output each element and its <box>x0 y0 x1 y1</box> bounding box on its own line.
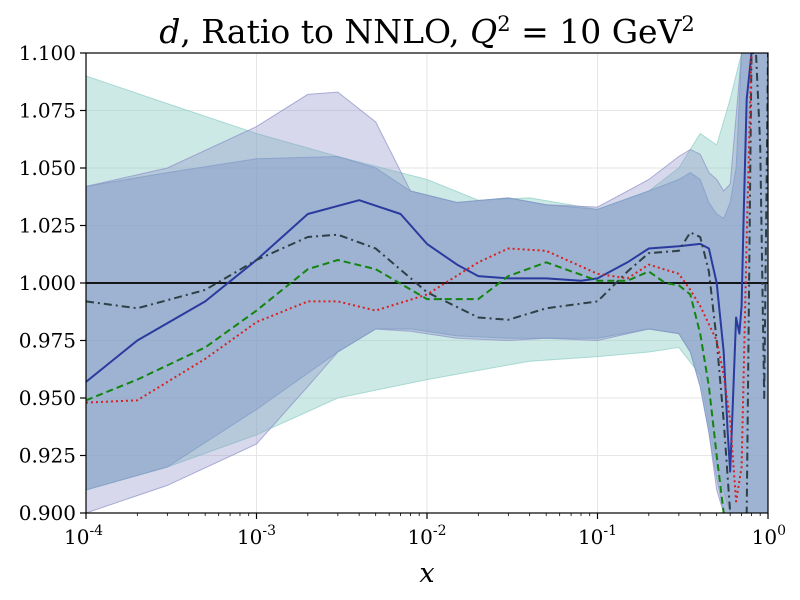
title-eq: = 10 GeV <box>511 12 683 51</box>
series-lines <box>86 53 768 513</box>
y-tick-label-2: 0.950 <box>19 386 76 410</box>
x-tick-label-3: 10-1 <box>578 523 617 549</box>
series-line-0 <box>86 53 753 473</box>
series-line-3 <box>86 53 753 503</box>
y-tick-label-8: 1.100 <box>19 41 76 65</box>
x-tick-label-2: 10-2 <box>407 523 446 549</box>
y-tick-label-4: 1.000 <box>19 271 76 295</box>
y-tick-label-5: 1.025 <box>19 214 76 238</box>
y-tick-label-6: 1.050 <box>19 156 76 180</box>
y-tick-label-1: 0.925 <box>19 444 76 468</box>
x-tick-label-4: 100 <box>752 523 786 549</box>
y-tick-label-0: 0.900 <box>19 501 76 525</box>
chart-title: d, Ratio to NNLO, Q2 = 10 GeV2 <box>159 12 695 51</box>
y-tick-label-7: 1.075 <box>19 99 76 123</box>
series-line-1 <box>86 53 768 513</box>
title-middle: , Ratio to NNLO, <box>180 12 470 51</box>
series-line-2 <box>86 259 725 513</box>
title-q-exp: 2 <box>497 12 510 36</box>
x-axis-label: x <box>419 558 434 589</box>
y-axis-ticks: 0.900 0.925 0.950 0.975 1.000 1.025 1.050 1.075… <box>19 41 86 525</box>
title-pdf: d <box>159 12 180 51</box>
title-unit-exp: 2 <box>681 12 694 36</box>
title-q: Q <box>470 12 497 51</box>
x-axis-ticks: 10-4 10-3 10-2 10-1 100 <box>64 513 786 549</box>
x-tick-label-1: 10-3 <box>237 523 276 549</box>
y-tick-label-3: 0.975 <box>19 329 76 353</box>
x-tick-label-0: 10-4 <box>64 523 103 549</box>
